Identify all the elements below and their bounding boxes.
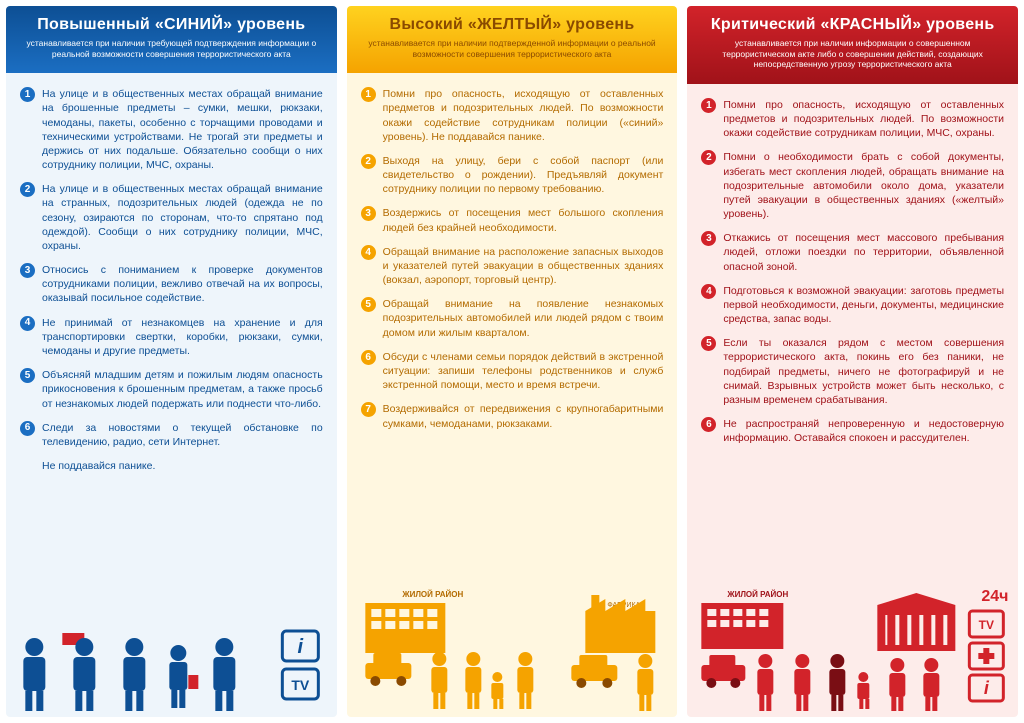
car-icon bbox=[571, 655, 617, 688]
list-item: Если ты оказался рядом с местом совершен… bbox=[701, 336, 1004, 407]
list-item: Не распространяй непроверенную и недосто… bbox=[701, 417, 1004, 445]
list-item: Помни про опасность, исходящую от оставл… bbox=[701, 98, 1004, 141]
label-zhiloy-rayon: ЖИЛОЙ РАЙОН bbox=[401, 590, 463, 599]
person-icon bbox=[758, 654, 774, 711]
list-item: Выходя на улицу, бери с собой паспорт (и… bbox=[361, 154, 664, 197]
theater-icon bbox=[878, 593, 956, 651]
person-icon bbox=[123, 638, 145, 711]
person-icon bbox=[213, 638, 235, 711]
person-icon bbox=[431, 652, 447, 709]
list-item: Помни о необходимости брать с собой доку… bbox=[701, 150, 1004, 221]
child-icon bbox=[858, 672, 870, 709]
panel-red-items: Помни про опасность, исходящую от оставл… bbox=[701, 98, 1004, 446]
panel-blue: Повышенный «СИНИЙ» уровень устанавливает… bbox=[6, 6, 337, 717]
list-item: Обсуди с членами семьи порядок действий … bbox=[361, 350, 664, 393]
car-icon bbox=[702, 655, 746, 688]
panel-blue-body: На улице и в общественных местах обращай… bbox=[6, 73, 337, 585]
car-icon bbox=[365, 653, 411, 686]
panel-blue-items: На улице и в общественных местах обращай… bbox=[20, 87, 323, 473]
panel-yellow-subtitle: устанавливается при наличии подтвержденн… bbox=[359, 38, 666, 59]
person-icon bbox=[23, 638, 45, 711]
panel-red-header: Критический «КРАСНЫЙ» уровень устанавлив… bbox=[687, 6, 1018, 84]
panel-red-body: Помни про опасность, исходящую от оставл… bbox=[687, 84, 1018, 585]
factory-icon bbox=[585, 595, 655, 653]
person-icon bbox=[465, 652, 481, 709]
svg-text:i: i bbox=[298, 636, 304, 658]
person-icon bbox=[637, 654, 653, 711]
person-icon bbox=[169, 645, 198, 708]
list-item: На улице и в общественных местах обращай… bbox=[20, 87, 323, 172]
child-icon bbox=[491, 672, 503, 709]
list-item: Объясняй младшим детям и пожилым людям о… bbox=[20, 368, 323, 411]
person-icon bbox=[517, 652, 533, 709]
list-item: Воздерживайся от передвижения с крупнога… bbox=[361, 402, 664, 430]
list-item: Воздержись от посещения мест большого ск… bbox=[361, 206, 664, 234]
panel-yellow-title: Высокий «ЖЕЛТЫЙ» уровень bbox=[359, 16, 666, 34]
list-item: Подготовься к возможной эвакуации: загот… bbox=[701, 284, 1004, 327]
page: Повышенный «СИНИЙ» уровень устанавливает… bbox=[0, 0, 1024, 723]
plus-icon bbox=[970, 643, 1004, 669]
list-item: Обращай внимание на появление незнакомых… bbox=[361, 297, 664, 340]
red-footer-illustration: ЖИЛОЙ РАЙОН 24ч TV bbox=[687, 585, 1018, 717]
tv-icon: TV bbox=[970, 611, 1004, 637]
list-item: Не принимай от незнакомцев на хранение и… bbox=[20, 316, 323, 359]
list-item: Помни про опасность, исходящую от оставл… bbox=[361, 87, 664, 144]
svg-text:TV: TV bbox=[291, 677, 310, 693]
panel-yellow: Высокий «ЖЕЛТЫЙ» уровень устанавливается… bbox=[347, 6, 678, 717]
panel-red-subtitle: устанавливается при наличии информации о… bbox=[699, 38, 1006, 70]
badge-24h: 24ч bbox=[982, 588, 1009, 605]
list-item: Обращай внимание на расположение запасны… bbox=[361, 245, 664, 288]
panel-blue-subtitle: устанавливается при наличии требующей по… bbox=[18, 38, 325, 59]
list-item: Следи за новостями о текущей обстановке … bbox=[20, 421, 323, 449]
list-item: Откажись от посещения мест массового пре… bbox=[701, 231, 1004, 274]
blue-footer-illustration: i TV bbox=[6, 585, 337, 717]
list-item: Относись с пониманием к проверке докумен… bbox=[20, 263, 323, 306]
panel-blue-footer: i TV bbox=[6, 585, 337, 717]
person-icon bbox=[890, 658, 906, 711]
person-dark-icon bbox=[830, 654, 846, 711]
panel-red: Критический «КРАСНЫЙ» уровень устанавлив… bbox=[687, 6, 1018, 717]
panel-yellow-header: Высокий «ЖЕЛТЫЙ» уровень устанавливается… bbox=[347, 6, 678, 73]
panel-yellow-footer: ЖИЛОЙ РАЙОН ФАБРИКА bbox=[347, 585, 678, 717]
list-item-tail: Не поддавайся панике. bbox=[20, 459, 323, 473]
person-icon bbox=[795, 654, 811, 711]
svg-text:TV: TV bbox=[979, 618, 994, 632]
panel-yellow-body: Помни про опасность, исходящую от оставл… bbox=[347, 73, 678, 585]
list-item: На улице и в общественных местах обращай… bbox=[20, 182, 323, 253]
panel-blue-header: Повышенный «СИНИЙ» уровень устанавливает… bbox=[6, 6, 337, 73]
person-icon bbox=[924, 658, 940, 711]
label-zhiloy-rayon: ЖИЛОЙ РАЙОН bbox=[727, 590, 789, 599]
panel-blue-title: Повышенный «СИНИЙ» уровень bbox=[18, 16, 325, 34]
panel-red-footer: ЖИЛОЙ РАЙОН 24ч TV bbox=[687, 585, 1018, 717]
panel-yellow-items: Помни про опасность, исходящую от оставл… bbox=[361, 87, 664, 430]
panel-red-title: Критический «КРАСНЫЙ» уровень bbox=[699, 16, 1006, 34]
svg-text:i: i bbox=[984, 678, 990, 698]
yellow-footer-illustration: ЖИЛОЙ РАЙОН ФАБРИКА bbox=[347, 585, 678, 717]
info-icon: i bbox=[970, 675, 1004, 701]
person-icon bbox=[62, 633, 95, 711]
